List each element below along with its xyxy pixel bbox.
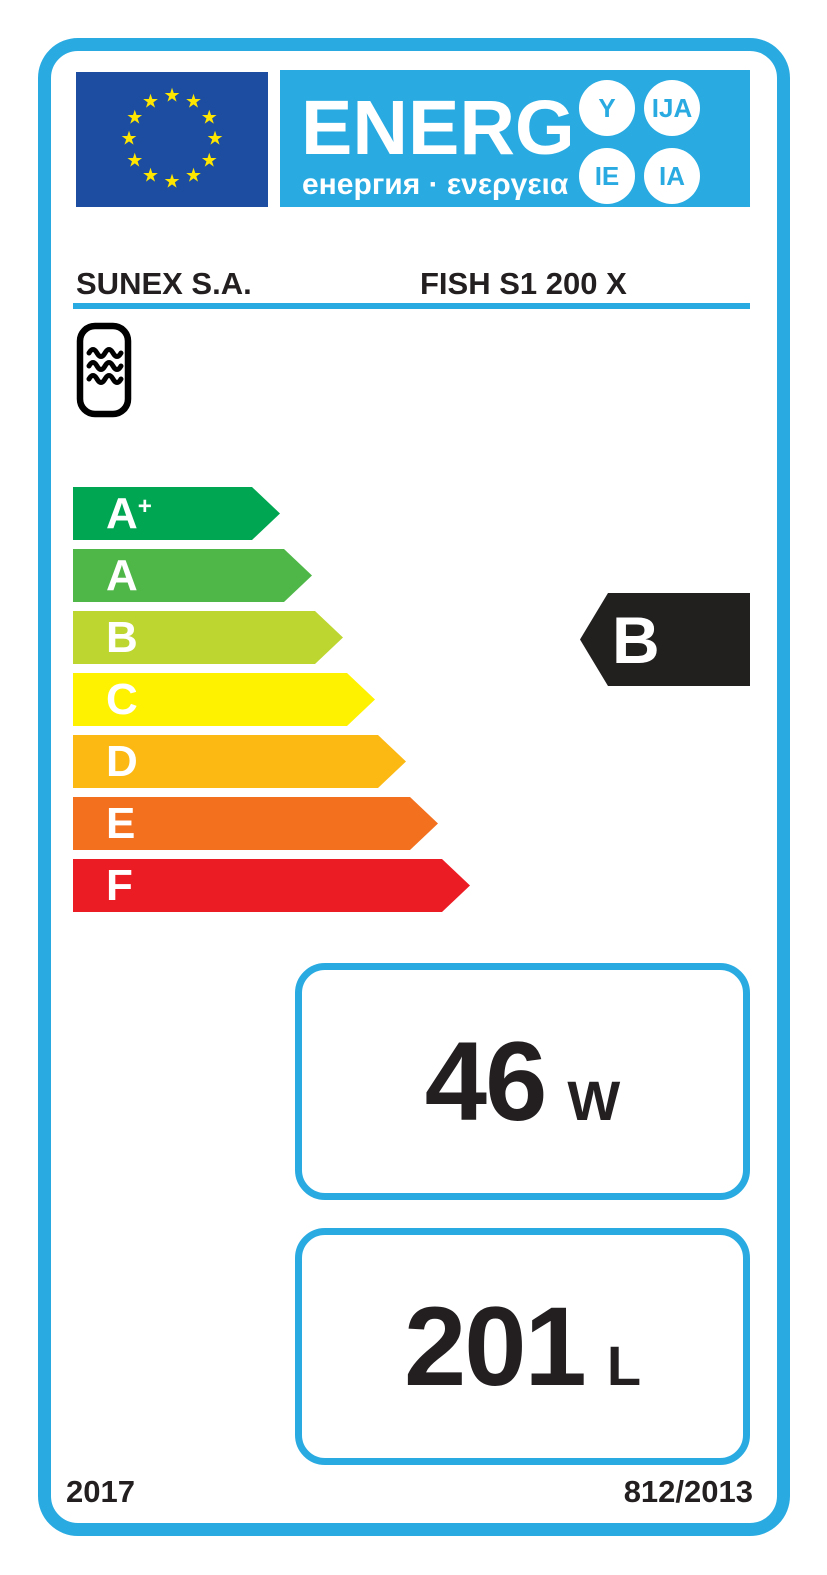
scale-letter: A+ bbox=[106, 488, 152, 538]
rating-class: B bbox=[612, 602, 660, 677]
eu-star-icon: ★ bbox=[184, 90, 203, 113]
scale-arrow-c: C bbox=[73, 673, 375, 726]
storage-tank-icon bbox=[76, 322, 132, 418]
scale-letter: C bbox=[106, 674, 138, 724]
header-divider bbox=[73, 303, 750, 309]
eu-star-icon: ★ bbox=[120, 127, 138, 150]
standing-loss: 46 W bbox=[424, 1018, 621, 1144]
scale-arrow-a: A bbox=[73, 549, 312, 602]
scale-arrow-e: E bbox=[73, 797, 438, 850]
eu-star-icon: ★ bbox=[126, 106, 144, 128]
logo-badges: Y IJA IE IA bbox=[579, 80, 700, 204]
eu-star-icon: ★ bbox=[184, 164, 203, 187]
supplier-name: SUNEX S.A. bbox=[76, 266, 252, 301]
standing-loss-value: 46 bbox=[424, 1018, 548, 1144]
eu-star-icon: ★ bbox=[200, 149, 218, 171]
storage-volume-value: 201 bbox=[403, 1283, 587, 1409]
eu-star-icon: ★ bbox=[163, 84, 181, 107]
scale-arrow-aplus: A+ bbox=[73, 487, 280, 540]
eu-star-icon: ★ bbox=[163, 170, 181, 193]
standing-loss-unit: W bbox=[567, 1068, 621, 1132]
scale-arrow-f: F bbox=[73, 859, 470, 912]
scale-letter: D bbox=[106, 736, 138, 786]
energy-scale: A+ A B C D E F bbox=[73, 487, 470, 921]
eu-star-icon: ★ bbox=[206, 127, 224, 150]
storage-volume: 201 L bbox=[403, 1283, 642, 1409]
eu-star-icon: ★ bbox=[126, 149, 144, 171]
scale-letter: B bbox=[106, 612, 138, 662]
energ-wordmark: ENERG bbox=[301, 85, 575, 171]
scale-letter: A bbox=[106, 550, 138, 600]
model-identifier: FISH S1 200 X bbox=[420, 266, 627, 301]
eu-star-icon: ★ bbox=[141, 164, 160, 187]
logo-badge-y: Y bbox=[579, 80, 635, 136]
storage-volume-box: 201 L bbox=[295, 1228, 750, 1465]
eu-flag: ★ ★ ★ ★ ★ ★ ★ ★ ★ ★ ★ ★ bbox=[76, 72, 268, 207]
label-year: 2017 bbox=[66, 1474, 135, 1509]
eu-star-icon: ★ bbox=[200, 106, 218, 128]
energ-logo: ENERG енергия · ενεργεια Y IJA IE IA bbox=[280, 70, 750, 207]
scale-letter: F bbox=[106, 860, 133, 910]
storage-volume-unit: L bbox=[606, 1333, 642, 1397]
rating-arrow: B bbox=[580, 593, 750, 686]
regulation-number: 812/2013 bbox=[623, 1474, 753, 1509]
scale-arrow-d: D bbox=[73, 735, 406, 788]
logo-badge-ia: IA bbox=[644, 148, 700, 204]
logo-badge-ie: IE bbox=[579, 148, 635, 204]
eu-star-icon: ★ bbox=[141, 90, 160, 113]
scale-arrow-b: B bbox=[73, 611, 343, 664]
scale-letter: E bbox=[106, 798, 136, 848]
standing-loss-box: 46 W bbox=[295, 963, 750, 1200]
logo-badge-ija: IJA bbox=[644, 80, 700, 136]
energ-subtitle: енергия · ενεργεια bbox=[302, 168, 569, 201]
